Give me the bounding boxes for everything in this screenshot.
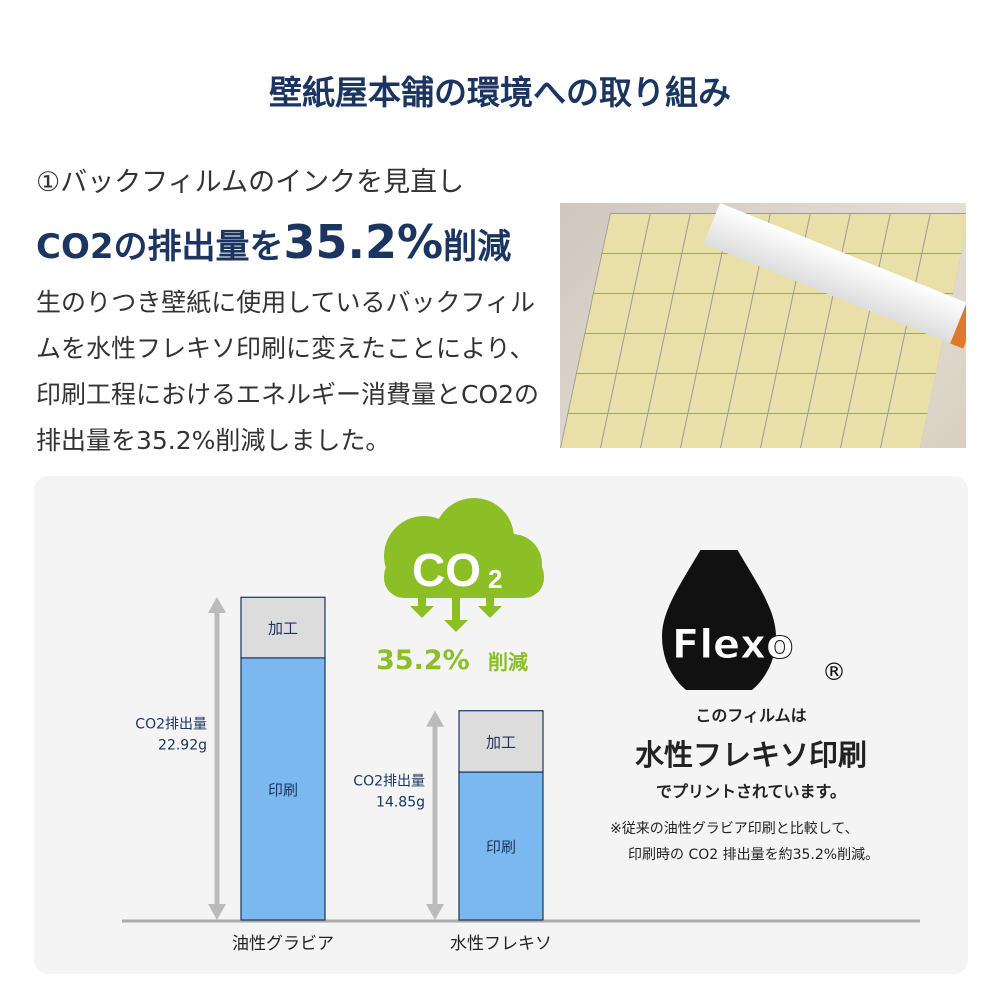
flexo-note1: ※従来の油性グラビア印刷と比較して、	[610, 821, 859, 837]
segment-label: 加工	[486, 733, 516, 751]
flexo-note2: 印刷時の CO2 排出量を約35.2%削減。	[628, 847, 880, 863]
infographic-panel: CO 2 35.2% 削減 印刷 加工 CO2排出量 22.92g 油性グラビア 印刷 加工…	[34, 476, 968, 974]
segment-label: 印刷	[486, 838, 516, 856]
total-value: 14.85g	[376, 794, 425, 810]
flexo-logo-text: Flexo	[672, 622, 793, 668]
arrow-head-up	[208, 597, 226, 613]
segment-label: 加工	[268, 620, 298, 638]
headline-number: 35.2%	[283, 215, 444, 269]
page-title: 壁紙屋本舗の環境への取り組み	[269, 73, 731, 112]
total-value: 22.92g	[158, 738, 207, 754]
headline: CO2の排出量を35.2%削減	[36, 215, 511, 269]
total-label: CO2排出量	[135, 717, 207, 733]
cloud-label: CO	[412, 544, 481, 596]
co2-cloud-icon: CO 2	[384, 498, 544, 632]
section-subtitle: ①バックフィルムのインクを見直し	[36, 167, 465, 198]
flexo-line1: このフィルムは	[695, 706, 807, 725]
headline-pre: CO2の排出量を	[36, 227, 284, 267]
arrow-head-up	[426, 710, 444, 727]
headline-post: 削減	[443, 227, 512, 267]
category-label: 水性フレキソ	[450, 934, 552, 954]
product-photo	[560, 203, 966, 448]
co2-chart: CO 2 35.2% 削減 印刷加工CO2排出量22.92g油性グラビア印刷加工…	[122, 498, 920, 954]
flexo-line2: 水性フレキソ印刷	[634, 738, 867, 772]
arrow-head-down	[426, 904, 444, 920]
arrow-head-down	[208, 904, 226, 920]
flexo-logo: Flexo ®	[654, 515, 854, 703]
category-label: 油性グラビア	[232, 934, 334, 954]
section-body: 生のりつき壁紙に使用しているバックフィルムを水性フレキソ印刷に変えたことにより、…	[36, 288, 540, 455]
reduction-value: 35.2%	[376, 645, 470, 676]
total-label: CO2排出量	[353, 773, 425, 789]
segment-label: 印刷	[268, 781, 298, 799]
reduction-suffix: 削減	[488, 650, 528, 674]
cloud-sub: 2	[488, 564, 502, 594]
registered-mark: ®	[822, 658, 846, 686]
bar-segment-加工	[240, 596, 326, 659]
bar-segment-加工	[458, 710, 544, 773]
bar-segment-印刷	[458, 771, 544, 921]
flexo-line3: でプリントされています。	[656, 782, 846, 801]
